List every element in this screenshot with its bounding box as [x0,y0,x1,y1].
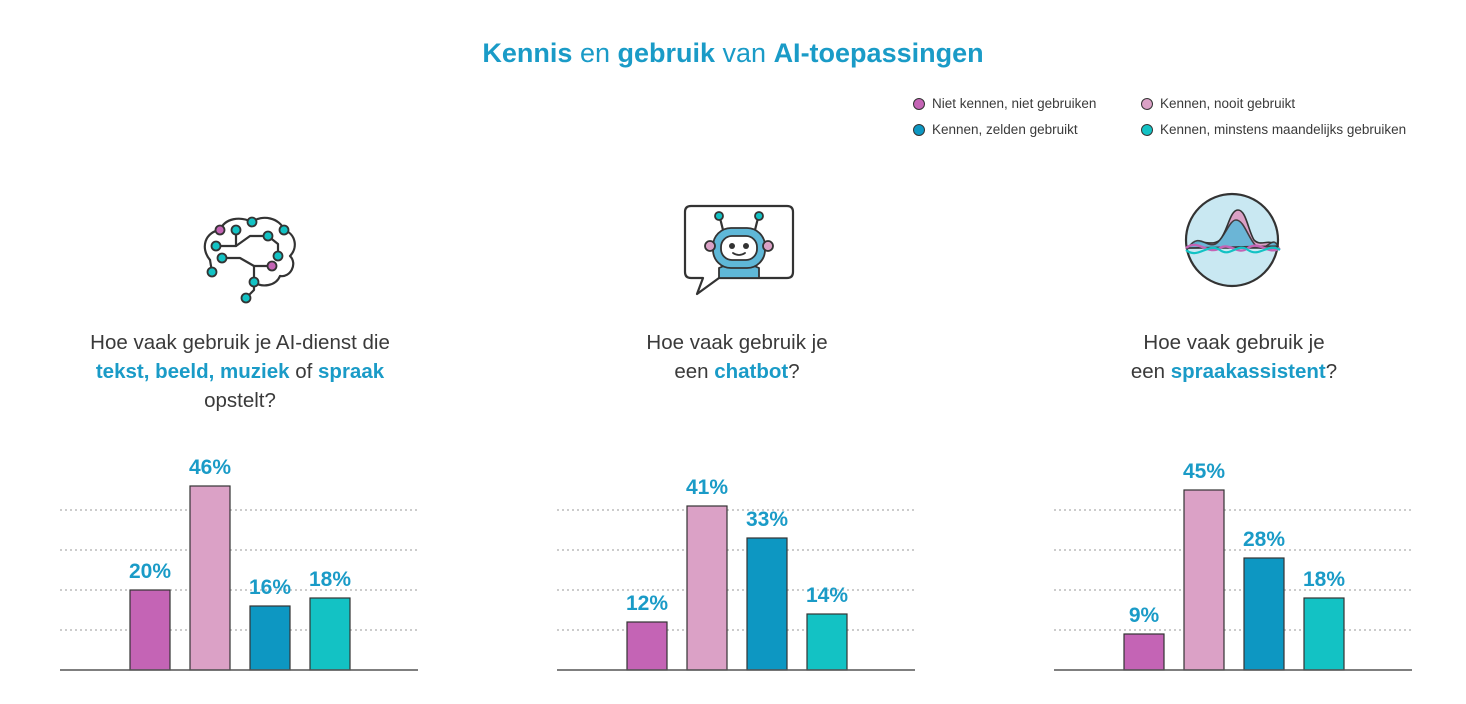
legend-label: Kennen, zelden gebruikt [932,122,1078,137]
title-word-en: en [572,38,618,68]
question-line: Hoe vaak gebruik je [646,331,828,354]
data-label: 28% [1243,528,1285,551]
data-label: 46% [189,456,231,479]
panel-spraakassistent: Hoe vaak gebruik je een spraakassistent?… [1034,190,1434,690]
bar-chart-ai-content: 20% 46% 16% 18% [60,456,418,671]
data-label: 41% [686,476,728,499]
bar-2 [1183,489,1225,671]
bar-2 [189,485,231,671]
question-text: ? [788,360,800,383]
question-line: Hoe vaak gebruik je [1143,331,1325,354]
question-line: Hoe vaak gebruik je AI-dienst die [90,331,390,354]
bar-1 [1123,633,1165,671]
legend-label: Niet kennen, niet gebruiken [932,96,1097,111]
question-highlight: chatbot [714,360,789,383]
bar-4 [1303,597,1345,671]
bar-2 [686,505,728,671]
data-label: 18% [309,568,351,591]
bar-chart-chatbot: 12% 41% 33% 14% [557,476,915,671]
question-highlight: tekst, beeld, muziek [95,360,290,383]
legend-swatch-icon [913,97,925,110]
panel-ai-content: Hoe vaak gebruik je AI-dienst die tekst,… [40,190,440,690]
voice-wave-icon [1184,192,1281,288]
legend-item-kennen-zelden: Kennen, zelden gebruikt [913,122,1141,137]
bar-1 [129,589,171,671]
brain-circuit-icon [203,216,296,304]
data-label: 33% [746,508,788,531]
question-text: een [674,360,715,383]
data-label: 18% [1303,568,1345,591]
legend-item-niet-kennen: Niet kennen, niet gebruiken [913,96,1141,111]
question-highlight: spraakassistent [1170,360,1326,383]
question-line: opstelt? [204,389,276,412]
question-text: of [289,360,319,383]
legend-label: Kennen, minstens maandelijks gebruiken [1160,122,1407,137]
legend: Niet kennen, niet gebruiken Kennen, nooi… [913,96,1413,137]
question-ai-content: Hoe vaak gebruik je AI-dienst die tekst,… [40,328,440,415]
legend-item-kennen-nooit: Kennen, nooit gebruikt [1141,96,1401,111]
data-label: 20% [129,560,171,583]
data-label: 16% [249,576,291,599]
data-label: 9% [1129,604,1160,627]
data-label: 12% [626,592,668,615]
question-text: ? [1325,360,1338,383]
title-word-ai-toepassingen: AI-toepassingen [773,38,984,68]
bar-4 [806,613,848,671]
data-label: 45% [1183,460,1225,483]
question-line: een chatbot? [537,357,937,386]
legend-swatch-icon [913,123,925,136]
data-label: 14% [806,584,848,607]
legend-item-kennen-maandelijks: Kennen, minstens maandelijks gebruiken [1141,122,1406,137]
bar-3 [1243,557,1285,671]
question-highlight: spraak [318,360,385,383]
question-text: een [1130,360,1171,383]
legend-swatch-icon [1141,123,1153,136]
question-line: tekst, beeld, muziek of spraak [40,357,440,386]
title-word-gebruik: gebruik [617,38,716,68]
chart-title: Kennis en gebruik van AI-toepassingen [0,38,1466,69]
title-word-van: van [715,38,774,68]
legend-swatch-icon [1141,97,1153,110]
bar-1 [626,621,668,671]
bar-4 [309,597,351,671]
legend-label: Kennen, nooit gebruikt [1160,96,1296,111]
bar-chart-spraakassistent: 9% 45% 28% 18% [1054,460,1412,671]
title-word-kennis: Kennis [482,38,573,68]
question-line: een spraakassistent? [1034,357,1434,386]
panel-chatbot: Hoe vaak gebruik je een chatbot? 12% 41% 3… [537,190,937,690]
bar-3 [249,605,291,671]
bar-3 [746,537,788,671]
question-chatbot: Hoe vaak gebruik je een chatbot? [537,328,937,386]
question-spraakassistent: Hoe vaak gebruik je een spraakassistent? [1034,328,1434,386]
chatbot-icon [683,204,795,296]
